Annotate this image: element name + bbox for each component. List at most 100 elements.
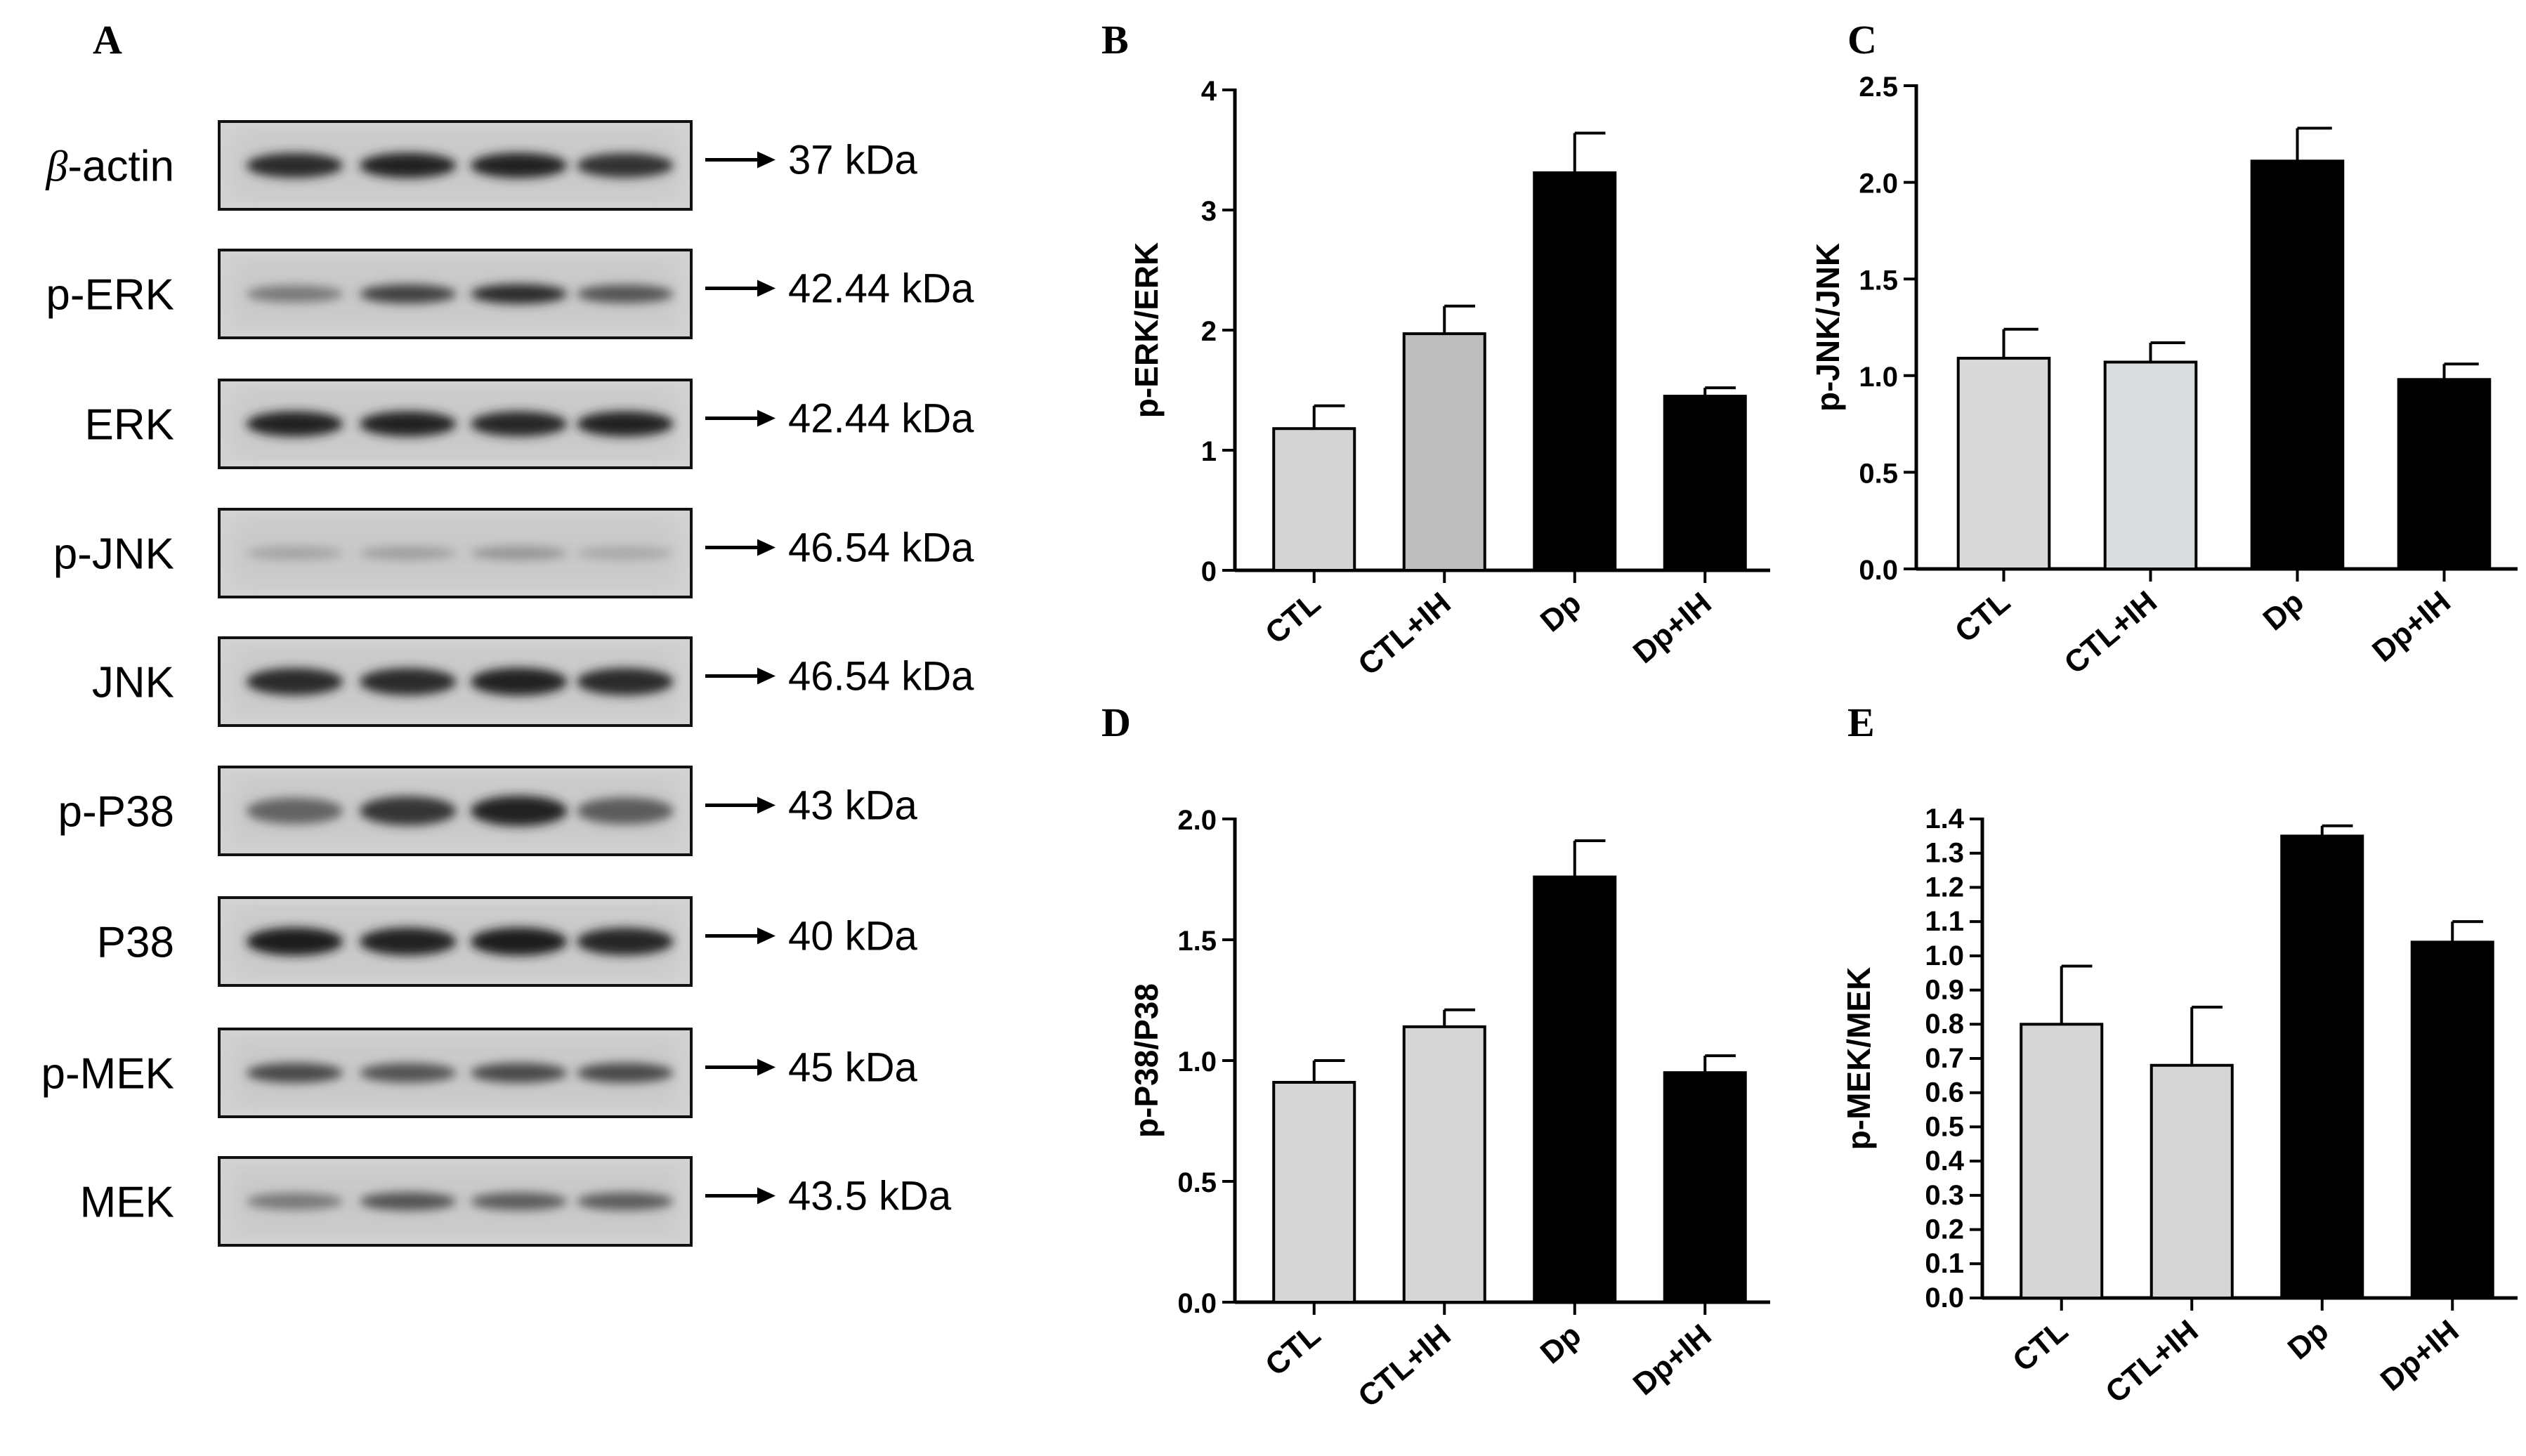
y-tick-label: 0.5 — [1859, 459, 1898, 490]
arrow-head-icon — [757, 409, 776, 427]
blot-row: P38 40 kDa — [97, 896, 918, 987]
molecular-weight-label: 43.5 kDa — [788, 1174, 952, 1219]
blot-protein-label: p-MEK — [41, 1050, 174, 1098]
y-tick-label: 1.0 — [1925, 940, 1964, 971]
blot-band — [246, 668, 343, 695]
blot-frame — [218, 120, 693, 211]
blot-band — [359, 411, 457, 437]
bar — [2410, 940, 2494, 1300]
y-tick-label: 0.5 — [1925, 1111, 1964, 1142]
x-category-label: Dp — [2282, 1313, 2335, 1366]
y-tick-label: 0.9 — [1925, 975, 1964, 1006]
blot-band — [246, 1063, 343, 1083]
molecular-weight-label: 37 kDa — [788, 138, 918, 183]
blot-band — [470, 284, 568, 304]
y-tick-label: 1.4 — [1925, 804, 1964, 834]
y-tick-label: 3 — [1201, 196, 1217, 227]
blot-frame — [218, 1156, 693, 1247]
arrow-head-icon — [757, 1187, 776, 1205]
y-tick-label: 0.7 — [1925, 1043, 1964, 1074]
blot-band — [359, 1063, 457, 1083]
blot-band — [470, 1063, 568, 1083]
y-tick-label: 1.1 — [1925, 906, 1964, 937]
y-axis-title: p-ERK/ERK — [1128, 242, 1165, 418]
blot-band — [246, 1193, 343, 1210]
blot-protein-label: p-ERK — [46, 271, 174, 320]
y-tick-label: 0.3 — [1925, 1180, 1964, 1211]
blot-protein-label: MEK — [80, 1179, 174, 1227]
y-tick-label: 0.2 — [1925, 1214, 1964, 1245]
blot-band — [470, 927, 568, 956]
blot-band — [470, 152, 568, 178]
x-category-label: CTL — [1949, 584, 2017, 650]
blot-band — [470, 411, 568, 437]
bar — [1402, 1025, 1486, 1304]
x-category-label: Dp+IH — [1627, 1318, 1718, 1402]
x-category-label: Dp — [1534, 586, 1588, 638]
blot-row: ERK 42.44 kDa — [85, 379, 974, 469]
bar — [2397, 378, 2492, 571]
molecular-weight-label: 46.54 kDa — [788, 525, 974, 571]
x-category-label: CTL — [1259, 1318, 1327, 1383]
x-category-label: Dp+IH — [2366, 584, 2457, 669]
blot-frame — [218, 636, 693, 727]
blot-row: p-JNK 46.54 kDa — [53, 508, 974, 598]
bar — [1956, 357, 2051, 570]
x-category-label: Dp+IH — [2374, 1313, 2466, 1398]
arrow-head-icon — [757, 280, 776, 297]
y-axis-title: p-P38/P38 — [1128, 983, 1165, 1138]
blot-band — [470, 667, 568, 696]
arrow-head-icon — [757, 151, 776, 169]
y-axis-title: p-MEK/MEK — [1840, 967, 1877, 1150]
x-category-label: CTL — [2006, 1313, 2074, 1379]
blot-band — [577, 927, 674, 956]
blot-protein-label: ERK — [85, 401, 174, 450]
blot-row: MEK 43.5 kDa — [80, 1156, 952, 1247]
blot-band — [246, 411, 343, 437]
blot-band — [246, 546, 343, 560]
bar — [2250, 159, 2345, 570]
arrow-head-icon — [757, 667, 776, 685]
blot-band — [359, 668, 457, 695]
y-tick-label: 1.3 — [1925, 838, 1964, 869]
blot-band — [359, 796, 457, 826]
y-tick-label: 0.0 — [1925, 1283, 1964, 1313]
molecular-weight-label: 43 kDa — [788, 783, 918, 829]
blot-frame — [218, 249, 693, 339]
x-category-label: CTL+IH — [1352, 586, 1457, 682]
panel-letter: C — [1847, 17, 1877, 63]
blot-row: p-ERK 42.44 kDa — [46, 249, 974, 339]
y-tick-label: 0.0 — [1859, 555, 1898, 586]
y-tick-label: 2 — [1201, 316, 1217, 347]
y-tick-label: 1.5 — [1859, 265, 1898, 296]
y-tick-label: 2.0 — [1859, 169, 1898, 199]
blot-band — [577, 411, 674, 437]
blot-band — [359, 284, 457, 304]
blot-band — [577, 1192, 674, 1211]
blot-band — [470, 795, 568, 827]
blot-band — [246, 927, 343, 956]
bar — [1533, 875, 1617, 1304]
blot-row: p-MEK 45 kDa — [41, 1028, 918, 1118]
blot-label-greek: β — [46, 143, 68, 191]
panel-letter: E — [1847, 700, 1875, 745]
y-tick-label: 2.0 — [1177, 805, 1217, 836]
bar — [2103, 360, 2198, 570]
bar — [1402, 332, 1486, 572]
y-tick-label: 1.0 — [1177, 1047, 1217, 1077]
blot-band — [246, 152, 343, 178]
y-tick-label: 0.0 — [1177, 1288, 1217, 1319]
x-category-label: CTL+IH — [1352, 1318, 1457, 1414]
blot-frame — [218, 766, 693, 856]
bar-charts: B 0 1 2 3 4 p-ERK/ERK CTL CTL+IH Dp Dp+IH C 0.0 0.5 1.… — [1101, 17, 2518, 1414]
bar — [1663, 395, 1747, 572]
chart-panel-d: D 0.0 0.5 1.0 1.5 2.0 p-P38/P38 CTL CTL+IH Dp Dp+I… — [1101, 700, 1770, 1414]
chart-panel-e: E 0.0 0.10.20.3 0.4 0.50.60.7 0.80.9 1.01.11.2… — [1840, 700, 2518, 1410]
arrow-head-icon — [757, 927, 776, 945]
blot-row: JNK 46.54 kDa — [92, 636, 974, 727]
y-tick-label: 2.5 — [1859, 72, 1898, 103]
blot-protein-label: p-JNK — [53, 530, 174, 579]
blot-band — [577, 546, 674, 560]
molecular-weight-label: 45 kDa — [788, 1045, 918, 1091]
y-tick-label: 1.2 — [1925, 872, 1964, 903]
